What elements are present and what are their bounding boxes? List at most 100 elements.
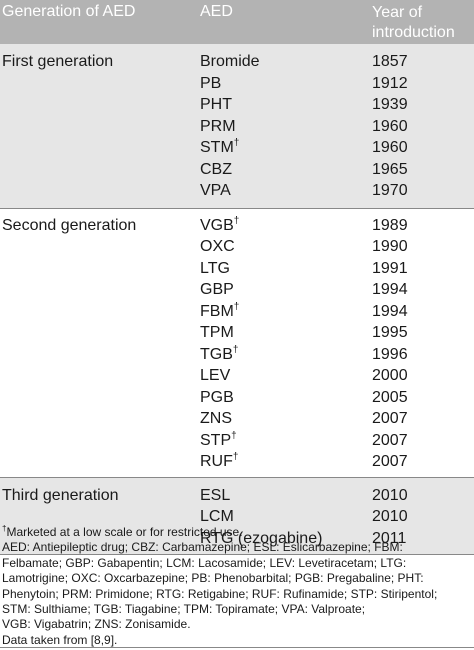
aed-name: GBP — [200, 279, 234, 301]
aed-name: LEV — [200, 365, 230, 387]
table-row: ZNS 2007 — [0, 408, 474, 430]
generation-group: First generation Bromide 1857 PB 1912 PHT 1939… — [0, 44, 474, 208]
aed-name: CBZ — [200, 159, 232, 181]
year-value: 1857 — [372, 53, 408, 70]
table-row: TGB† 1996 — [0, 344, 474, 366]
aed-abbrev: PGB — [200, 388, 234, 406]
header-year: Year of introduction — [372, 3, 455, 43]
aed-name: RUF† — [200, 451, 238, 473]
year-value: 1996 — [372, 345, 408, 363]
aed-table: Generation of AED AED Year of introducti… — [0, 0, 474, 555]
footnotes: †Marketed at a low scale or for restrict… — [0, 525, 474, 648]
aed-name: TPM — [200, 322, 234, 344]
year-value: 1991 — [372, 259, 408, 277]
year-value: 2007 — [372, 410, 408, 427]
aed-name: PRM — [200, 116, 236, 138]
abbrev-line: Lamotrigine; OXC: Oxcarbazepine; PB: Phe… — [2, 571, 424, 586]
year-value: 1939 — [372, 96, 408, 113]
year-value: 2005 — [372, 388, 408, 406]
table-row: OXC 1990 — [0, 236, 474, 258]
year-value: 1994 — [372, 302, 408, 320]
aed-name: STM† — [200, 137, 239, 159]
aed-name: FBM† — [200, 301, 239, 323]
year-value: 2010 — [372, 486, 408, 504]
abbrev-line: Phenytoin; PRM: Primidone; RTG: Retigabi… — [2, 586, 438, 601]
generation-group: Third generation ESL 2010 LCM 2010 RTG (ezoga… — [0, 477, 474, 554]
generation-label: First generation — [2, 53, 114, 70]
header-aed: AED — [200, 3, 233, 20]
year-value: 1990 — [372, 238, 408, 255]
aed-name: ZNS — [200, 408, 232, 430]
aed-abbrev: LTG — [200, 259, 230, 277]
header-year-line1: Year of — [372, 4, 423, 21]
bottom-rule — [0, 647, 474, 648]
year-value: 1912 — [372, 74, 408, 92]
dagger-mark: † — [233, 215, 240, 227]
table-row: Second generation VGB† 1989 — [0, 215, 474, 237]
year-value: 2007 — [372, 431, 408, 449]
table-row: PHT 1939 — [0, 94, 474, 116]
group-divider — [0, 476, 474, 478]
aed-name: VPA — [200, 180, 231, 202]
abbrev-line: STM: Sulthiame; TGB: Tiagabine; TPM: Top… — [2, 602, 366, 617]
table-row: Third generation ESL 2010 — [0, 485, 474, 507]
year-value: 2010 — [372, 508, 408, 525]
table-row: PGB 2005 — [0, 387, 474, 409]
table-header: Generation of AED AED Year of introducti… — [0, 0, 474, 44]
aed-abbrev: RTG (ezogabine) — [200, 529, 323, 547]
aed-name: PGB — [200, 387, 234, 409]
source-line: Data taken from [8,9]. — [2, 632, 118, 647]
dagger-footnote: †Marketed at a low scale or for restrict… — [0, 525, 474, 540]
dagger-mark: † — [233, 137, 240, 149]
table-row: RUF† 2007 — [0, 451, 474, 473]
year-value: 1965 — [372, 160, 408, 178]
aed-abbrev: LEV — [200, 367, 231, 384]
aed-abbrev: ESL — [200, 486, 231, 504]
aed-abbrev: PB — [200, 74, 222, 92]
aed-name: OXC — [200, 236, 235, 258]
dagger-mark: † — [232, 344, 239, 356]
aed-abbrev: CBZ — [200, 160, 232, 178]
abbrev-line: Felbamate; GBP: Gabapentin; LCM: Lacosam… — [2, 555, 407, 570]
aed-name: ESL — [200, 485, 230, 507]
aed-abbrev: TGB — [200, 345, 233, 363]
table-row: First generation Bromide 1857 — [0, 51, 474, 73]
year-value: 1994 — [372, 281, 408, 298]
dagger-mark: † — [232, 451, 239, 463]
year-value: 2000 — [372, 367, 408, 384]
generation-label: Second generation — [2, 216, 137, 234]
aed-abbrev: STM — [200, 139, 234, 156]
aed-abbrev: PHT — [200, 96, 232, 113]
aed-name: STP† — [200, 430, 237, 452]
dagger-note: Marketed at a low scale or for restricte… — [6, 525, 243, 539]
table-row: STP† 2007 — [0, 430, 474, 452]
aed-abbrev: FBM — [200, 302, 234, 320]
year-value: 1960 — [372, 139, 408, 156]
table-row: LTG 1991 — [0, 258, 474, 280]
aed-abbrev: RUF — [200, 453, 233, 470]
abbrev-line: VGB: Vigabatrin; ZNS: Zonisamide. — [2, 617, 191, 632]
aed-name: TGB† — [200, 344, 238, 366]
year-value: 2007 — [372, 453, 408, 470]
aed-abbrev: OXC — [200, 238, 235, 255]
table-body: First generation Bromide 1857 PB 1912 PHT 1939… — [0, 44, 474, 555]
aed-abbrev: VGB — [200, 216, 234, 234]
table-row: RTG (ezogabine) 2011 — [0, 528, 474, 550]
year-value: 1960 — [372, 117, 408, 135]
table-row: FBM† 1994 — [0, 301, 474, 323]
table-row: GBP 1994 — [0, 279, 474, 301]
header-generation: Generation of AED — [2, 3, 136, 20]
aed-name: LCM — [200, 506, 234, 528]
year-value: 1995 — [372, 324, 408, 341]
table-row: STM† 1960 — [0, 137, 474, 159]
aed-abbrev: GBP — [200, 281, 234, 298]
aed-abbrev: LCM — [200, 508, 234, 525]
table-row: PRM 1960 — [0, 116, 474, 138]
dagger-mark: † — [2, 524, 7, 533]
aed-abbrev: PRM — [200, 117, 236, 135]
aed-name: Bromide — [200, 51, 260, 73]
table-row: PB 1912 — [0, 73, 474, 95]
aed-name: PHT — [200, 94, 232, 116]
aed-abbrev: TPM — [200, 324, 234, 341]
aed-name: VGB† — [200, 215, 239, 237]
